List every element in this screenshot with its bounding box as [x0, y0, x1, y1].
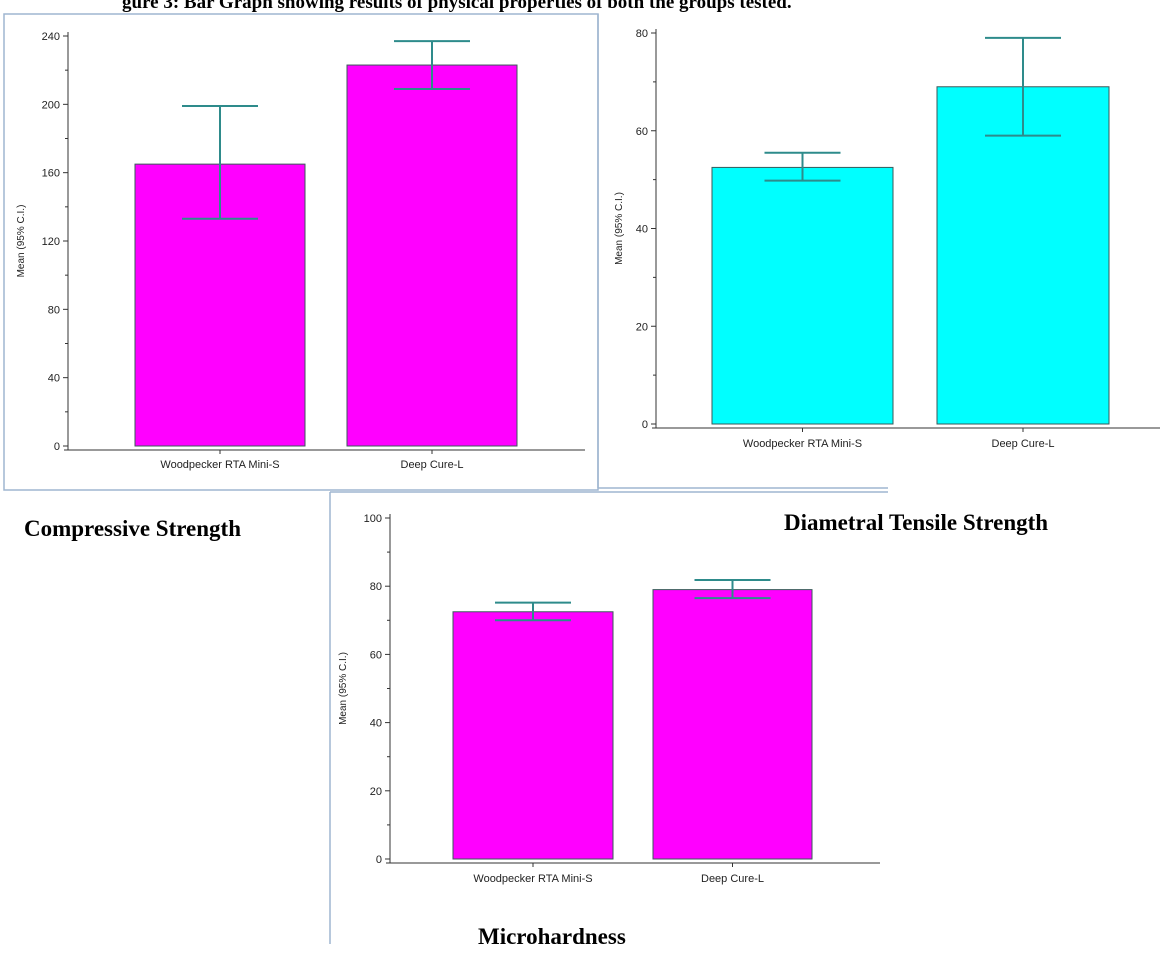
y-axis-label: Mean (95% C.I.)	[614, 192, 625, 265]
chart-compressive-strength: 0 40 80 120 160 200 240 Mean (95% C.I.) Woodpeck…	[16, 31, 585, 471]
bar	[452, 611, 614, 860]
y-axis-label: Mean (95% C.I.)	[16, 205, 27, 278]
bar	[711, 166, 894, 425]
title-microhardness: Microhardness	[478, 924, 626, 949]
y-tick-label: 40	[370, 718, 382, 730]
bar	[936, 86, 1110, 425]
title-diametral-tensile-strength: Diametral Tensile Strength	[784, 510, 1048, 535]
y-axis-label: Mean (95% C.I.)	[338, 652, 349, 725]
y-tick-label: 240	[42, 31, 60, 43]
y-tick-label: 80	[48, 304, 60, 316]
y-tick-label: 40	[48, 373, 60, 385]
chart-microhardness: 0 20 40 60 80 100 Mean (95% C.I.) Woodpecker RT…	[338, 513, 880, 885]
x-tick-label: Deep Cure-L	[401, 459, 464, 471]
y-tick-label: 60	[370, 649, 382, 661]
y-tick-label: 200	[42, 99, 60, 111]
y-tick-label: 80	[370, 581, 382, 593]
chart-diametral-tensile-strength: 0 20 40 60 80 Mean (95% C.I.) Woodpecker RTA M…	[614, 28, 1160, 450]
x-tick-label: Woodpecker RTA Mini-S	[473, 873, 592, 885]
y-tick-label: 0	[376, 854, 382, 866]
bar	[652, 589, 813, 860]
bar	[346, 64, 518, 447]
y-tick-label: 0	[642, 419, 648, 431]
x-tick-label: Deep Cure-L	[701, 873, 764, 885]
y-tick-label: 120	[42, 236, 60, 248]
title-compressive-strength: Compressive Strength	[24, 516, 241, 541]
y-tick-label: 60	[636, 126, 648, 138]
y-tick-label: 20	[370, 786, 382, 798]
y-tick-label: 100	[364, 513, 382, 525]
y-tick-label: 40	[636, 224, 648, 236]
y-tick-label: 80	[636, 28, 648, 40]
y-tick-label: 0	[54, 441, 60, 453]
x-tick-label: Deep Cure-L	[992, 438, 1055, 450]
x-tick-label: Woodpecker RTA Mini-S	[743, 438, 862, 450]
x-tick-label: Woodpecker RTA Mini-S	[160, 459, 279, 471]
y-tick-label: 20	[636, 321, 648, 333]
figure-caption: gure 3: Bar Graph showing results of phy…	[122, 0, 792, 13]
y-tick-label: 160	[42, 168, 60, 180]
